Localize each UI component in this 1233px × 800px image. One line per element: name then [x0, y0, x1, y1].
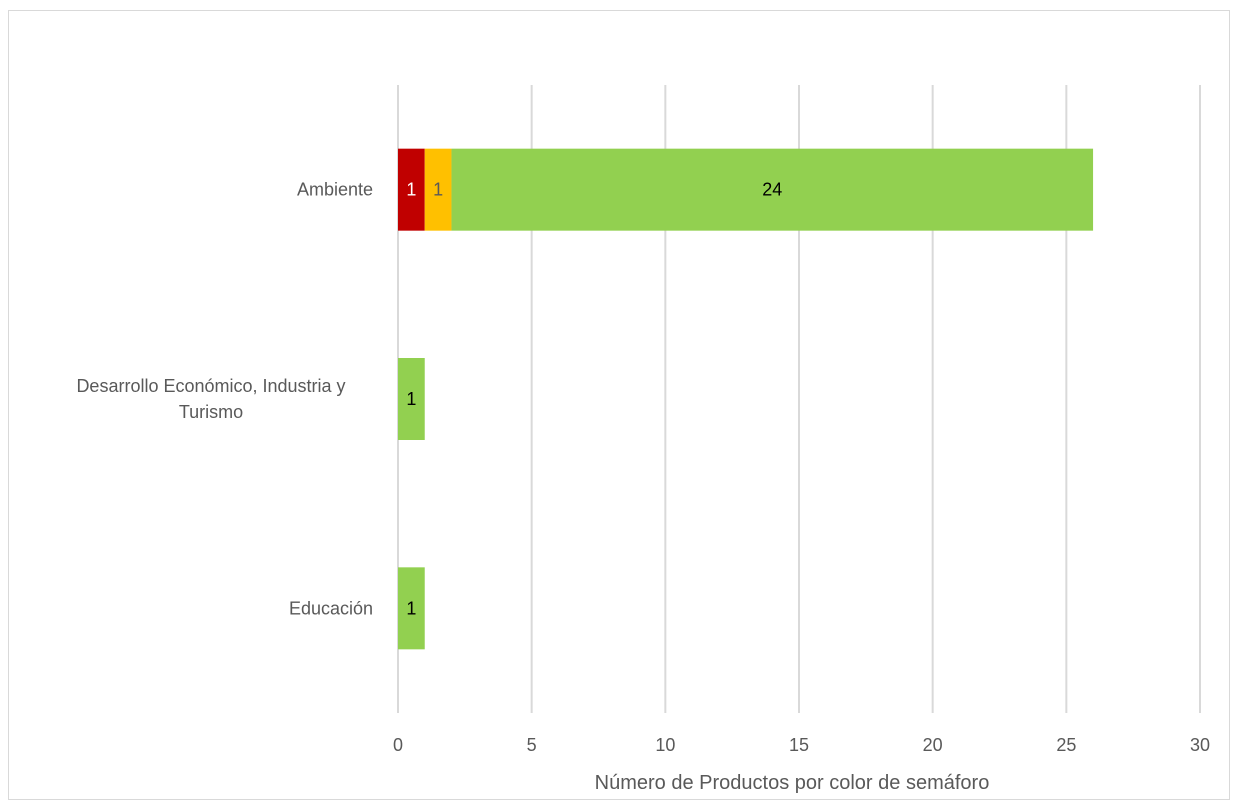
x-tick-label: 30 [1190, 735, 1210, 755]
category-label: Desarrollo Económico, Industria y Turismo [76, 376, 345, 422]
bar-segment [398, 148, 425, 231]
category-label: Ambiente [297, 180, 373, 200]
category-label: Educación [289, 598, 373, 618]
x-tick-label: 0 [393, 735, 403, 755]
bar-segment [451, 148, 1094, 231]
data-label: 1 [406, 389, 416, 409]
data-label: 1 [433, 180, 443, 200]
x-tick-label: 15 [789, 735, 809, 755]
x-tick-label: 20 [923, 735, 943, 755]
category-labels: Ambiente Desarrollo Económico, Industria … [76, 180, 373, 619]
x-tick-label: 5 [527, 735, 537, 755]
data-label: 1 [406, 180, 416, 200]
bars [398, 148, 1094, 650]
bar-segment [398, 567, 425, 650]
data-label: 1 [406, 598, 416, 618]
bar-segment [398, 358, 425, 440]
x-axis-title: Número de Productos por color de semáfor… [595, 772, 990, 794]
x-tick-label: 25 [1056, 735, 1076, 755]
x-tick-labels: 0 5 10 15 20 25 30 [393, 735, 1210, 755]
x-tick-label: 10 [655, 735, 675, 755]
chart-frame [8, 10, 1230, 800]
data-label: 24 [762, 180, 782, 200]
bar-segment [424, 148, 452, 231]
